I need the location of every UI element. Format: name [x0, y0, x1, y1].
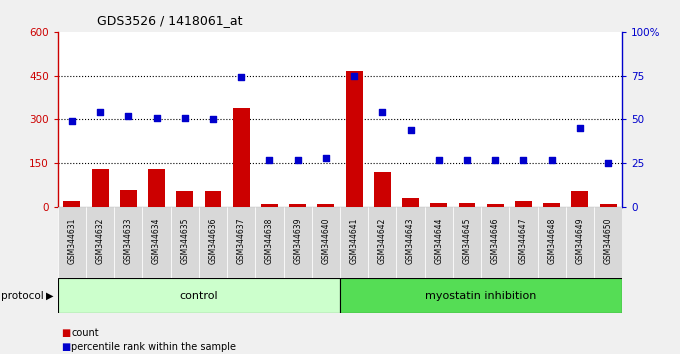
Bar — [369, 207, 396, 278]
Bar — [340, 207, 369, 278]
Bar — [199, 207, 227, 278]
Bar — [176, 191, 193, 207]
Text: count: count — [71, 328, 99, 338]
Bar — [171, 207, 199, 278]
Point — [377, 110, 388, 115]
Text: GSM344650: GSM344650 — [604, 218, 613, 264]
Bar — [289, 204, 306, 207]
Text: ■: ■ — [61, 328, 71, 338]
Text: GSM344636: GSM344636 — [209, 218, 218, 264]
Text: ■: ■ — [61, 342, 71, 352]
Text: GSM344631: GSM344631 — [67, 218, 76, 264]
Point — [123, 113, 134, 119]
Text: myostatin inhibition: myostatin inhibition — [426, 291, 537, 301]
Point — [518, 157, 529, 162]
Bar — [120, 190, 137, 207]
Point — [349, 73, 360, 79]
Point — [95, 110, 105, 115]
Point — [405, 127, 416, 133]
Bar — [566, 207, 594, 278]
Bar — [345, 71, 362, 207]
Bar — [543, 203, 560, 207]
Bar — [509, 207, 538, 278]
Point — [575, 125, 585, 131]
Text: GSM344649: GSM344649 — [575, 218, 584, 264]
Bar — [515, 201, 532, 207]
Text: GSM344639: GSM344639 — [293, 218, 302, 264]
Point — [490, 157, 500, 162]
Text: control: control — [180, 291, 218, 301]
Bar — [58, 207, 86, 278]
Bar — [205, 191, 222, 207]
Point — [292, 157, 303, 162]
Bar — [256, 207, 284, 278]
Text: ▶: ▶ — [46, 291, 53, 301]
Text: protocol: protocol — [1, 291, 44, 301]
Point — [151, 115, 162, 121]
Text: percentile rank within the sample: percentile rank within the sample — [71, 342, 237, 352]
Point — [180, 115, 190, 121]
Text: GSM344644: GSM344644 — [435, 218, 443, 264]
Bar — [430, 203, 447, 207]
Text: GSM344643: GSM344643 — [406, 218, 415, 264]
Bar — [538, 207, 566, 278]
Bar — [458, 203, 475, 207]
Bar — [425, 207, 453, 278]
Bar — [402, 198, 419, 207]
Bar — [261, 204, 278, 207]
Bar — [143, 207, 171, 278]
Point — [602, 160, 613, 166]
Point — [433, 157, 444, 162]
Bar — [318, 204, 335, 207]
Text: GSM344642: GSM344642 — [378, 218, 387, 264]
Bar — [453, 207, 481, 278]
Bar — [284, 207, 312, 278]
Bar — [92, 169, 109, 207]
Point — [236, 75, 247, 80]
Text: GSM344648: GSM344648 — [547, 218, 556, 264]
Text: GSM344633: GSM344633 — [124, 218, 133, 264]
Bar — [58, 278, 340, 313]
Point — [207, 117, 218, 122]
Bar — [86, 207, 114, 278]
Point — [462, 157, 473, 162]
Bar — [481, 207, 509, 278]
Bar — [594, 207, 622, 278]
Text: GSM344637: GSM344637 — [237, 218, 245, 264]
Bar — [600, 204, 617, 207]
Point — [320, 155, 331, 161]
Point — [546, 157, 557, 162]
Text: GSM344641: GSM344641 — [350, 218, 358, 264]
Bar — [396, 207, 425, 278]
Bar — [233, 108, 250, 207]
Bar — [63, 201, 80, 207]
Text: GSM344634: GSM344634 — [152, 218, 161, 264]
Point — [67, 118, 78, 124]
Text: GSM344646: GSM344646 — [491, 218, 500, 264]
Text: GSM344635: GSM344635 — [180, 218, 189, 264]
Bar — [227, 207, 256, 278]
Bar — [487, 204, 504, 207]
Bar — [148, 169, 165, 207]
Bar — [312, 207, 340, 278]
Text: GSM344647: GSM344647 — [519, 218, 528, 264]
Text: GSM344638: GSM344638 — [265, 218, 274, 264]
Bar — [374, 172, 391, 207]
Bar — [571, 191, 588, 207]
Text: GSM344645: GSM344645 — [462, 218, 471, 264]
Bar — [340, 278, 622, 313]
Text: GSM344640: GSM344640 — [322, 218, 330, 264]
Bar — [114, 207, 143, 278]
Point — [264, 157, 275, 162]
Text: GDS3526 / 1418061_at: GDS3526 / 1418061_at — [97, 14, 243, 27]
Text: GSM344632: GSM344632 — [96, 218, 105, 264]
